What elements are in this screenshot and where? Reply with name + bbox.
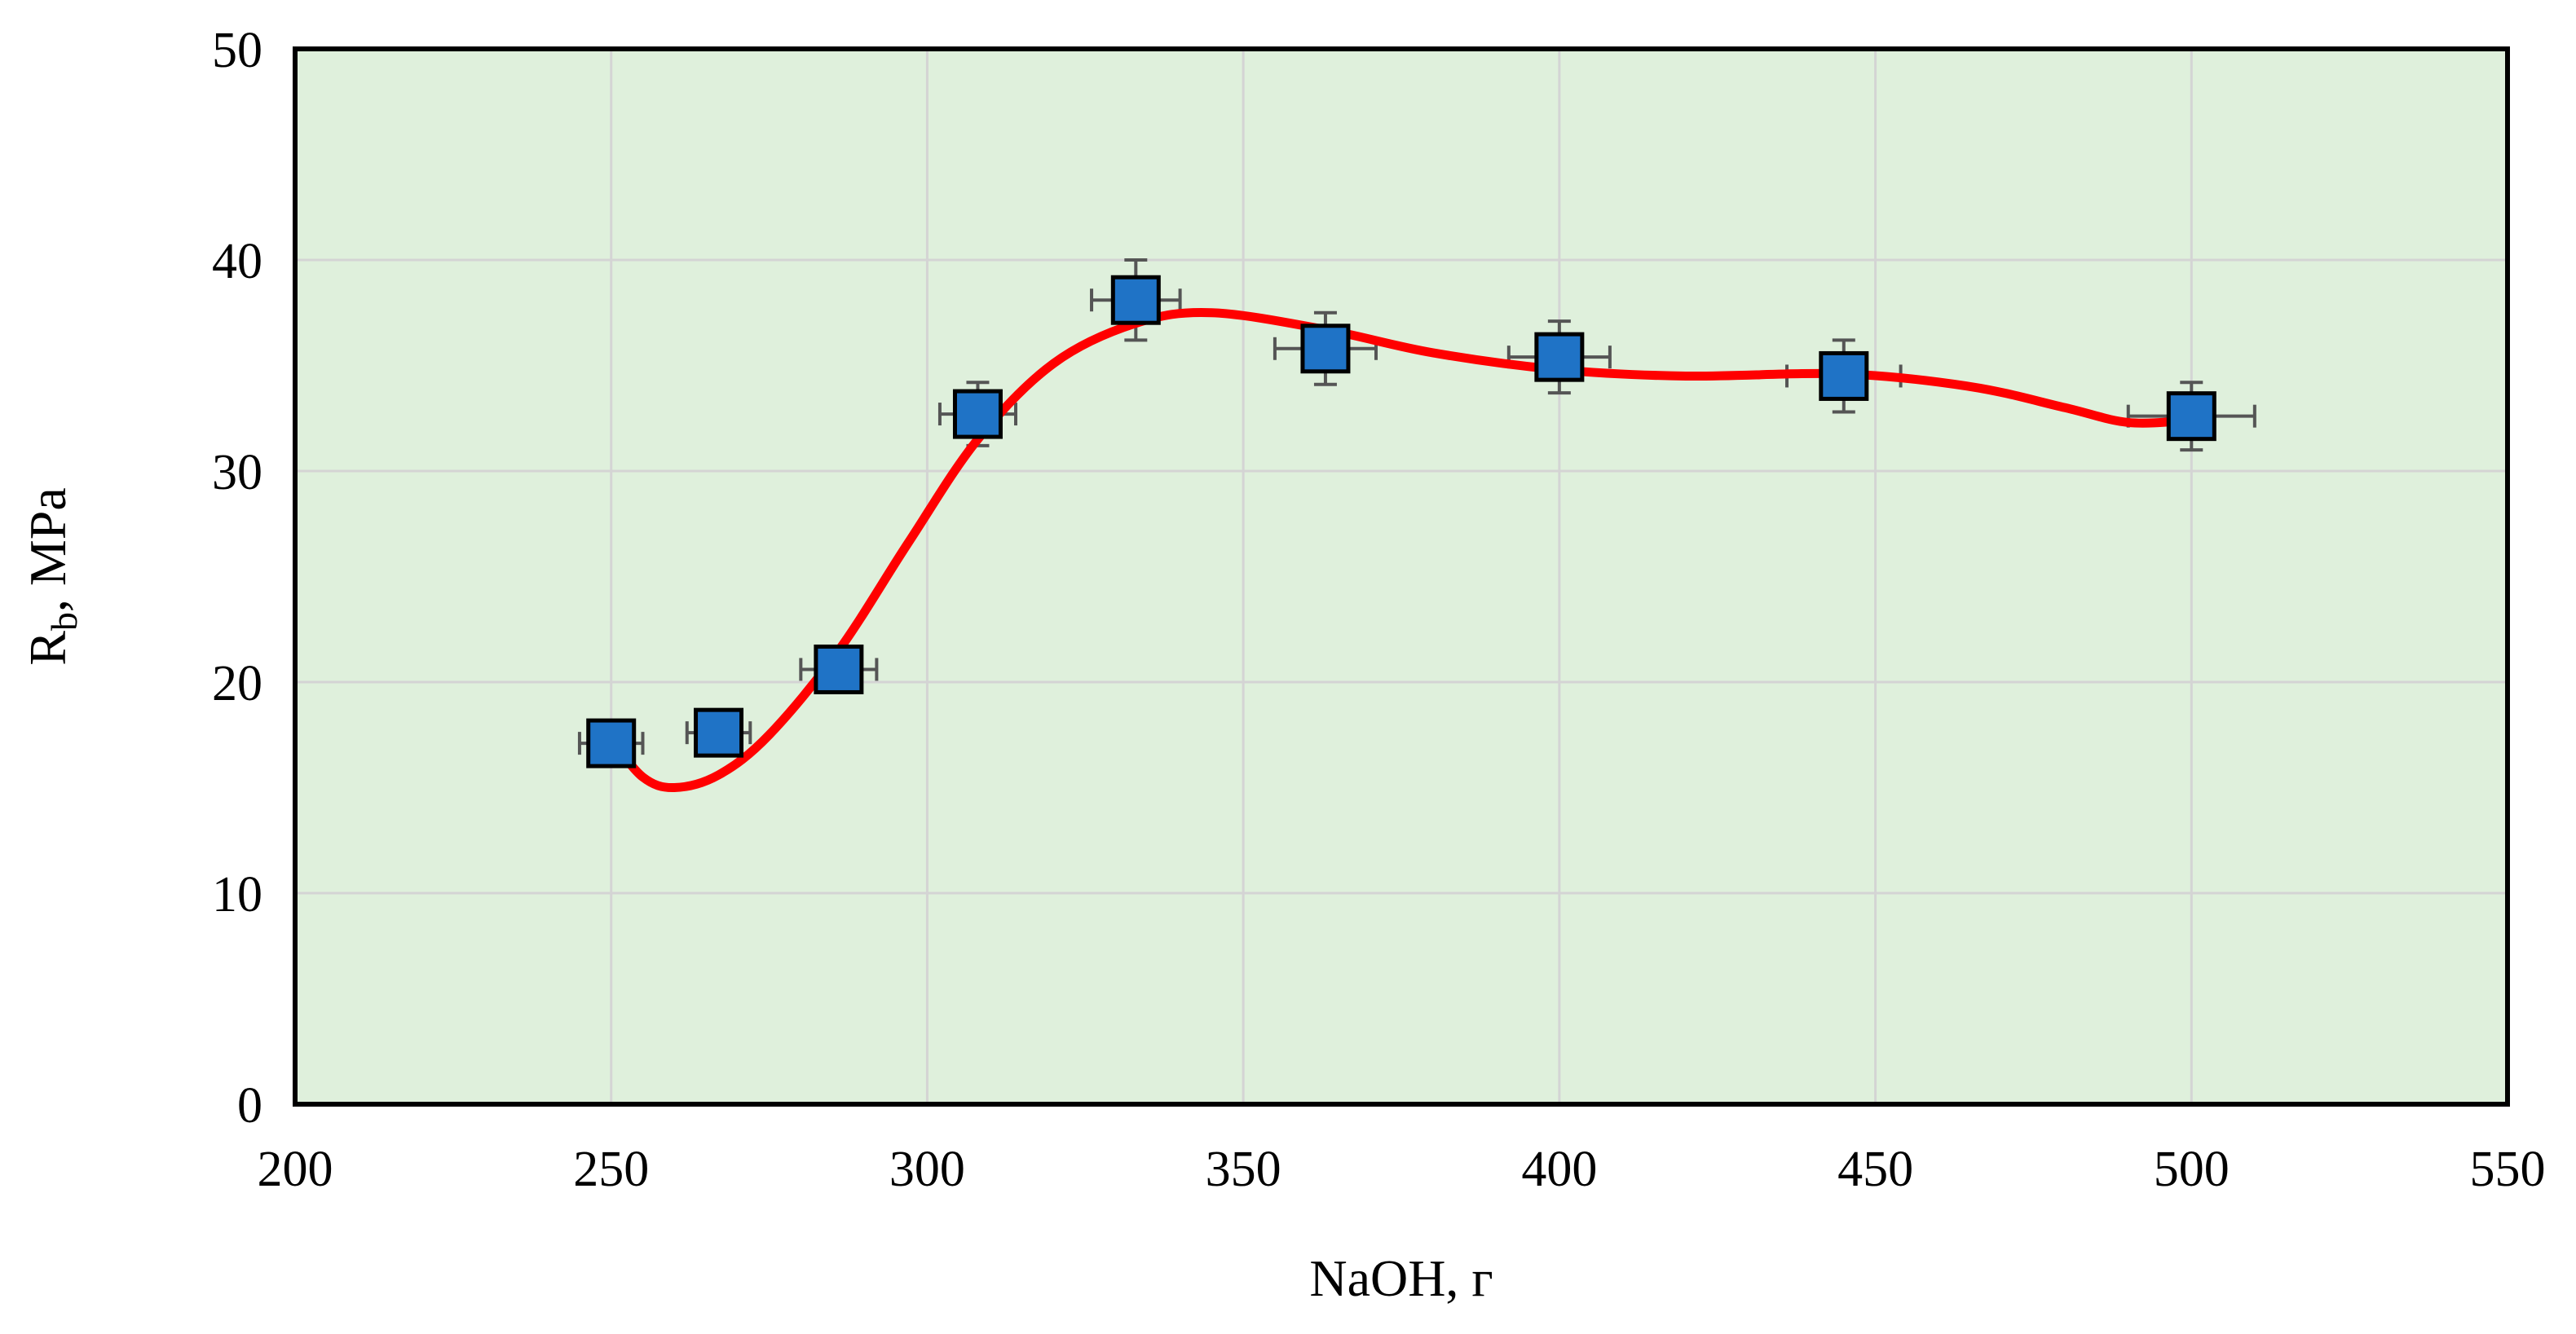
fit-curve <box>607 308 2196 793</box>
x-tick-label: 450 <box>1837 1142 1913 1197</box>
x-tick-labels: 200 250 300 350 400 450 500 550 <box>258 1142 2546 1197</box>
x-tick-label: 400 <box>1521 1142 1597 1197</box>
y-tick-label: 30 <box>212 445 262 500</box>
data-point <box>1819 350 1869 401</box>
x-tick-label: 350 <box>1206 1142 1281 1197</box>
plot-area <box>293 46 2510 1107</box>
y-axis-label: Rb, MPa <box>19 487 85 666</box>
y-axis-label-rest: , MPa <box>19 487 77 612</box>
data-point <box>2166 391 2217 442</box>
data-point <box>694 707 744 758</box>
x-tick-label: 500 <box>2154 1142 2230 1197</box>
data-point <box>1534 332 1585 382</box>
data-point <box>1110 275 1161 325</box>
grid <box>295 49 2508 1104</box>
data-point <box>1300 324 1351 374</box>
x-axis-label: NaOH, г <box>1309 1249 1493 1307</box>
y-tick-label: 20 <box>212 656 262 711</box>
y-tick-label: 40 <box>212 234 262 289</box>
x-tick-label: 200 <box>258 1142 333 1197</box>
y-tick-labels: 0 10 20 30 40 50 <box>212 23 262 1134</box>
x-tick-label: 300 <box>889 1142 965 1197</box>
x-tick-label: 550 <box>2470 1142 2546 1197</box>
data-point <box>586 718 637 768</box>
data-point <box>814 644 864 694</box>
y-axis-label-subscript: b <box>43 612 85 631</box>
plot-background <box>295 49 2508 1104</box>
data-point <box>952 389 1003 439</box>
y-tick-label: 50 <box>212 23 262 78</box>
y-tick-label: 0 <box>237 1078 262 1134</box>
data-markers <box>586 275 2217 768</box>
y-tick-label: 10 <box>212 867 262 922</box>
y-axis-label-main: R <box>19 631 77 666</box>
plot-frame <box>293 46 2510 1107</box>
x-tick-label: 250 <box>573 1142 649 1197</box>
